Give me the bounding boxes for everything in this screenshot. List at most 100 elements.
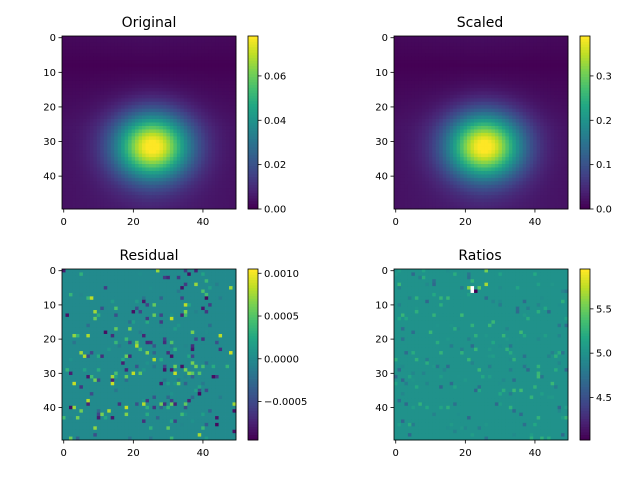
heatmap-cell — [456, 67, 461, 71]
heatmap-cell — [159, 70, 164, 75]
heatmap-cell — [82, 77, 87, 82]
heatmap-cell — [432, 198, 437, 203]
heatmap-cell — [72, 122, 77, 127]
heatmap-cell — [75, 129, 80, 134]
heatmap-cell — [547, 46, 551, 51]
heatmap-cell — [515, 150, 520, 155]
heatmap-cell — [432, 84, 437, 89]
heatmap-cell — [79, 91, 84, 96]
heatmap-cell — [487, 115, 492, 120]
heatmap-cell — [561, 122, 565, 127]
heatmap-cell — [142, 46, 146, 51]
heatmap-cell — [508, 129, 513, 134]
heatmap-cell — [453, 181, 458, 186]
heatmap-cell — [72, 129, 77, 134]
heatmap-cell — [508, 36, 513, 40]
heatmap-cell — [467, 132, 471, 137]
heatmap-cell — [173, 94, 178, 99]
heatmap-cell — [540, 157, 545, 161]
heatmap-cell — [149, 167, 153, 172]
heatmap-cell — [176, 188, 181, 193]
heatmap-cell — [411, 157, 416, 161]
heatmap-cell — [124, 167, 129, 172]
heatmap-cell — [442, 191, 447, 196]
heatmap-cell — [135, 74, 139, 78]
heatmap-cell — [183, 170, 188, 175]
heatmap-cell — [547, 143, 551, 148]
heatmap-cell — [501, 191, 506, 196]
heatmap-cell — [526, 195, 531, 200]
heatmap-cell — [460, 74, 464, 78]
heatmap-cell — [508, 125, 513, 130]
heatmap-cell — [232, 84, 237, 89]
heatmap-cell — [114, 63, 119, 68]
heatmap-cell — [218, 39, 223, 44]
heatmap-cell — [484, 74, 489, 78]
heatmap-cell — [519, 101, 524, 106]
heatmap-cell — [467, 184, 471, 189]
heatmap-cell — [435, 60, 440, 65]
heatmap-cell — [425, 87, 430, 92]
heatmap-cell — [449, 125, 454, 130]
heatmap-cell — [442, 129, 447, 134]
heatmap-cell — [110, 80, 115, 85]
heatmap-cell — [204, 164, 209, 168]
heatmap-cell — [75, 98, 80, 103]
heatmap-cell — [65, 60, 70, 65]
heatmap-cell — [439, 105, 444, 110]
heatmap-cell — [131, 160, 136, 165]
heatmap-cell — [72, 36, 77, 40]
heatmap-cell — [394, 143, 398, 148]
heatmap-cell — [176, 139, 181, 144]
heatmap-cell — [460, 125, 464, 130]
heatmap-cell — [564, 139, 569, 144]
heatmap-cell — [456, 188, 461, 193]
heatmap-cell — [124, 177, 129, 182]
heatmap-cell — [131, 136, 136, 141]
heatmap-cell — [428, 184, 433, 189]
heatmap-cell — [487, 132, 492, 137]
heatmap-cell — [218, 70, 223, 75]
heatmap-cell — [547, 98, 551, 103]
heatmap-cell — [93, 188, 98, 193]
heatmap-cell — [128, 84, 132, 89]
heatmap-cell — [397, 160, 402, 165]
heatmap-cell — [65, 122, 70, 127]
heatmap-cell — [100, 181, 105, 186]
heatmap-cell — [96, 184, 101, 189]
heatmap-cell — [124, 188, 129, 193]
heatmap-cell — [194, 74, 199, 78]
heatmap-cell — [400, 98, 405, 103]
heatmap-cell — [477, 170, 482, 175]
heatmap-cell — [554, 157, 558, 161]
heatmap-cell — [114, 91, 119, 96]
heatmap-cell — [554, 167, 558, 172]
heatmap-cell — [222, 63, 226, 68]
heatmap-cell — [72, 46, 77, 51]
heatmap-cell — [229, 198, 233, 203]
heatmap-cell — [404, 177, 409, 182]
heatmap-cell — [487, 112, 492, 116]
heatmap-cell — [93, 101, 98, 106]
heatmap-cell — [124, 139, 129, 144]
heatmap-cell — [131, 42, 136, 47]
heatmap-cell — [229, 202, 233, 206]
heatmap-cell — [131, 101, 136, 106]
heatmap-cell — [519, 115, 524, 120]
heatmap-cell — [529, 139, 534, 144]
heatmap-cell — [536, 94, 541, 99]
heatmap-cell — [477, 84, 482, 89]
heatmap-cell — [96, 198, 101, 203]
heatmap-cell — [418, 143, 423, 148]
heatmap-cell — [187, 39, 192, 44]
heatmap-cell — [487, 67, 492, 71]
heatmap-cell — [414, 98, 419, 103]
heatmap-cell — [65, 74, 70, 78]
heatmap-cell — [190, 177, 195, 182]
heatmap-cell — [93, 119, 98, 123]
heatmap-cell — [442, 132, 447, 137]
heatmap-cell — [432, 143, 437, 148]
heatmap-cell — [75, 56, 80, 61]
heatmap-cell — [494, 139, 499, 144]
heatmap-cell — [117, 129, 122, 134]
